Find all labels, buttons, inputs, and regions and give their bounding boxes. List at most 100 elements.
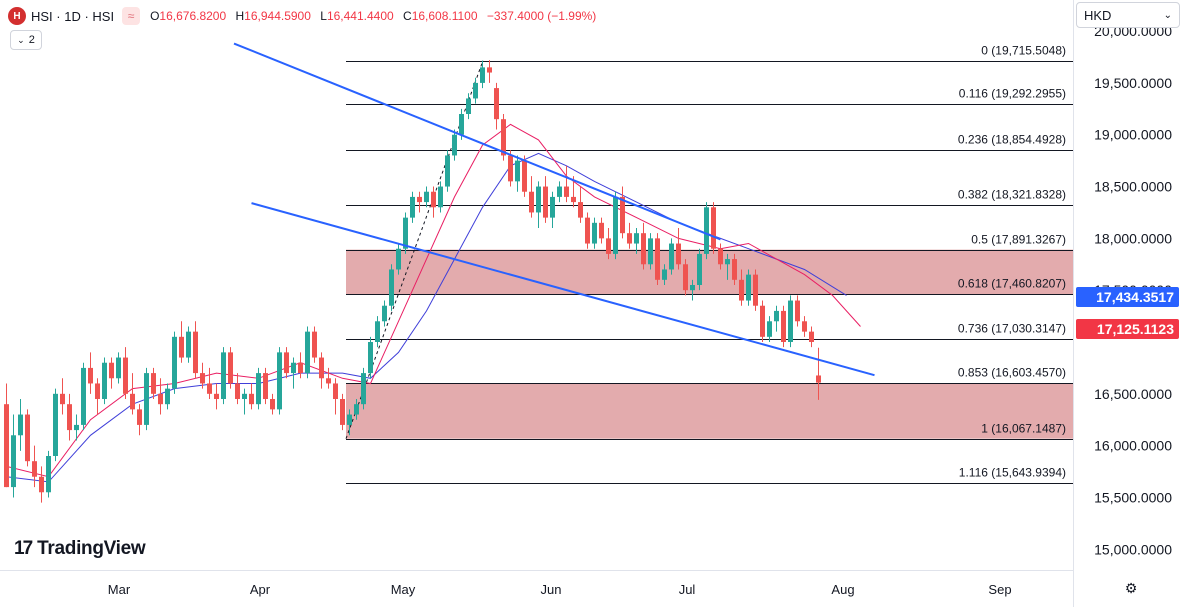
tradingview-mark-icon: 17 (14, 538, 33, 559)
channel-trendline (233, 42, 721, 241)
y-tick-label: 16,500.0000 (1094, 386, 1172, 402)
x-tick-label: Sep (988, 582, 1011, 597)
candle-body (298, 362, 303, 374)
candle-body (158, 393, 163, 405)
candle-body (599, 222, 604, 239)
x-tick-label: Mar (108, 582, 131, 597)
symbol-header: H HSI · 1D · HSI ≈ O16,676.8200 H16,944.… (8, 6, 596, 26)
candle-body (585, 217, 590, 244)
candle-body (438, 186, 443, 208)
candle-body (557, 186, 562, 197)
candle-body (11, 435, 16, 488)
candle-body (515, 160, 520, 182)
candle-body (256, 373, 261, 405)
candle-body (536, 186, 541, 213)
candle-body (249, 393, 254, 405)
candle-body (606, 238, 611, 254)
fib-anchor-line (345, 60, 484, 439)
candle-body (207, 383, 212, 394)
y-tick-label: 18,500.0000 (1094, 179, 1172, 195)
candle-body (753, 274, 758, 306)
currency-selector[interactable]: HKD ⌄ (1076, 2, 1180, 28)
candle-body (627, 233, 632, 244)
candle-body (277, 352, 282, 410)
candle-body (32, 461, 37, 477)
symbol-title[interactable]: HSI · 1D · HSI (31, 8, 115, 24)
candle-body (788, 300, 793, 342)
candle-body (389, 269, 394, 306)
collapse-indicators-button[interactable]: ⌄ 2 (10, 30, 42, 50)
candle-body (95, 383, 100, 399)
candle-body (669, 243, 674, 270)
fib-label: 1.116 (15,643.9394) (959, 466, 1066, 480)
candle-body (116, 357, 121, 379)
open-value: 16,676.8200 (159, 9, 227, 23)
candle-body (172, 336, 177, 389)
candle-body (445, 155, 450, 187)
fib-anchor-dashed-line (345, 60, 484, 439)
candle-body (305, 331, 310, 374)
candle-body (137, 409, 142, 425)
candle-body (732, 259, 737, 280)
candle-body (760, 305, 765, 337)
fib-levels: 0 (19,715.5048) 0.116 (19,292.2955) 0.236 … (346, 44, 1073, 484)
fib-label: 0.5 (17,891.3267) (971, 233, 1066, 247)
candle-body (543, 186, 548, 218)
candle-body (676, 243, 681, 265)
price-label-box (1076, 319, 1179, 340)
y-tick-label: 15,000.0000 (1094, 541, 1172, 557)
candle-body (424, 191, 429, 203)
candle-body (795, 300, 800, 322)
fib-label: 0.236 (18,854.4928) (958, 133, 1066, 147)
candle-body (459, 114, 464, 135)
fib-label: 0 (19,715.5048) (981, 44, 1066, 58)
fib-label: 0.853 (16,603.4570) (958, 366, 1066, 380)
candle-body (4, 404, 9, 488)
candle-body (340, 399, 345, 425)
candle-body (102, 362, 107, 399)
candle-body (655, 238, 660, 280)
candle-body (291, 362, 296, 374)
candle-body (60, 393, 65, 405)
candle-body (67, 404, 72, 431)
candle-body (809, 331, 814, 342)
candle-body (242, 393, 247, 399)
candle-body (431, 191, 436, 208)
candle-body (746, 274, 751, 301)
candle-body (270, 399, 275, 410)
candle-body (816, 375, 821, 383)
descending-channel[interactable] (233, 42, 875, 377)
gear-icon[interactable]: ⚙ (1124, 579, 1138, 596)
candle-body (46, 456, 51, 493)
ohlc-values: O16,676.8200 H16,944.5900 L16,441.4400 C… (150, 9, 597, 23)
candle-body (620, 196, 625, 234)
candle-body (529, 191, 534, 213)
candle-body (347, 414, 352, 425)
candle-body (473, 82, 478, 99)
candle-body (781, 310, 786, 342)
x-tick-label: Jul (679, 582, 696, 597)
candle-body (221, 352, 226, 399)
candle-body (382, 305, 387, 322)
tradingview-logo[interactable]: 17 TradingView (14, 538, 146, 560)
fib-label: 1 (16,067.1487) (981, 422, 1066, 436)
candle-body (634, 233, 639, 244)
candle-body (53, 393, 58, 456)
candle-body (480, 67, 485, 83)
candle-body (214, 393, 219, 399)
fib-label: 0.618 (17,460.8207) (958, 277, 1066, 291)
x-tick-label: Aug (831, 582, 854, 597)
wave-icon[interactable]: ≈ (122, 7, 141, 25)
price-label-text: 17,125.1123 (1097, 321, 1174, 337)
close-value: 16,608.1100 (411, 9, 478, 23)
candle-body (123, 357, 128, 394)
y-tick-label: 18,000.0000 (1094, 230, 1172, 246)
x-tick-label: Jun (541, 582, 562, 597)
fib-zones (346, 249, 1073, 439)
y-tick-label: 15,500.0000 (1094, 489, 1172, 505)
candle-body (564, 186, 569, 197)
candle-body (88, 367, 93, 384)
candle-body (648, 238, 653, 265)
